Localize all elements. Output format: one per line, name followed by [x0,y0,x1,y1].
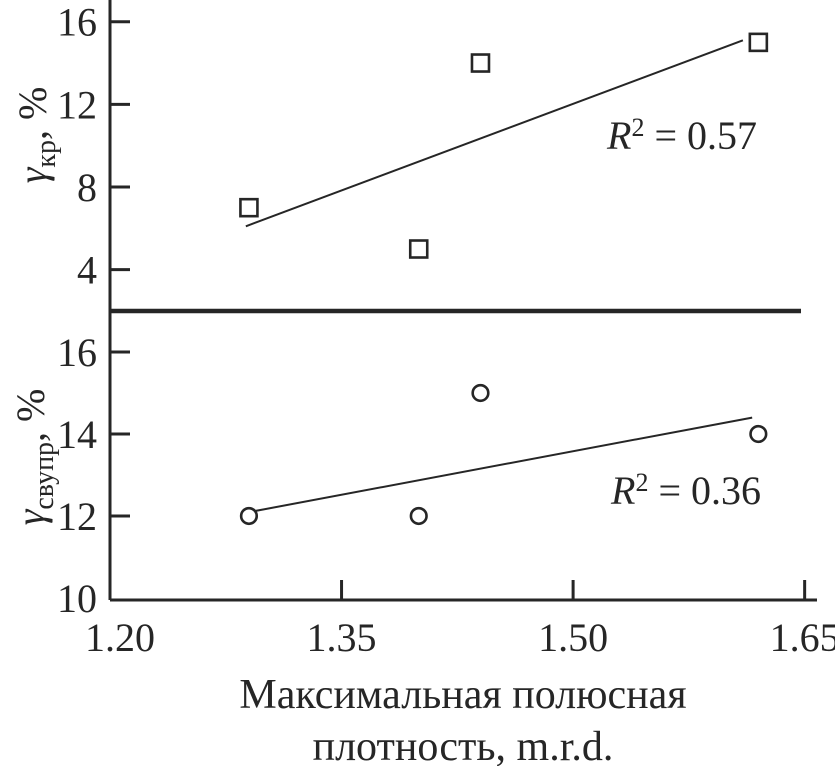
data-point-circle [239,506,259,526]
r-squared-annotation-bottom: R2 = 0.36 [610,468,761,513]
y-tick-label: 16 [57,330,97,375]
data-point-circle [409,506,428,526]
panel-bottom: 16 14 12 10 γсвупр, % R2 = 0.36 [8,330,768,621]
y-tick-label: 16 [57,0,97,45]
y-axis-label-top: γкр, % [10,87,62,184]
data-point-square [470,53,491,73]
trendline-bottom [250,416,753,513]
data-point-square [408,239,429,259]
data-point-circle [749,424,768,444]
y-tick-label: 10 [57,576,97,621]
x-tick-label: 1.65 [770,615,835,660]
x-tick-label: 1.50 [538,615,608,660]
data-point-square [748,32,769,53]
y-tick-label: 8 [77,165,97,210]
data-point-square [239,197,259,218]
data-point-circle [471,383,490,403]
x-axis-title-line1: Максимальная полюсная [239,672,686,718]
y-tick-label: 4 [77,248,97,293]
trendline-top [245,39,744,228]
x-tick-label: 1.35 [307,615,377,660]
x-tick-label: 1.20 [85,615,155,660]
y-tick-label: 14 [57,412,97,457]
y-tick-label: 12 [57,494,97,539]
r-squared-annotation-top: R2 = 0.57 [606,113,757,158]
panel-top: 16 12 8 4 γкр, % R2 = 0.57 [10,0,769,293]
y-tick-label: 12 [57,82,97,127]
x-axis-title-line2: плотность, m.r.d. [313,724,614,766]
y-axis-label-bottom: γсвупр, % [8,389,60,526]
